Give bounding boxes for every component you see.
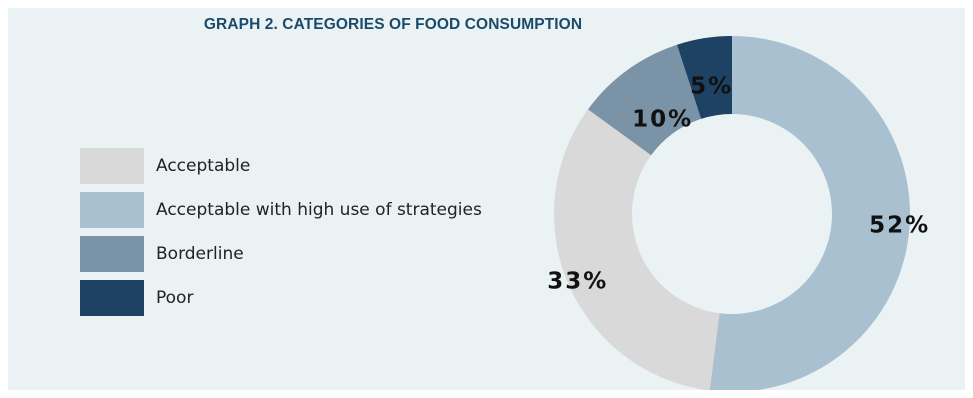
chart-legend: Acceptable Acceptable with high use of s… xyxy=(80,148,550,324)
slice-acceptable xyxy=(554,109,720,390)
legend-label-borderline: Borderline xyxy=(156,244,244,264)
chart-title: GRAPH 2. CATEGORIES OF FOOD CONSUMPTION xyxy=(203,16,583,33)
donut-chart: 52% 33% 10% 5% xyxy=(547,36,930,390)
legend-swatch-acceptable xyxy=(80,148,144,184)
legend-label-acceptable-high-strategies: Acceptable with high use of strategies xyxy=(156,200,482,220)
slice-label-acceptable: 33% xyxy=(547,269,608,295)
legend-item-borderline: Borderline xyxy=(80,236,550,272)
legend-item-acceptable: Acceptable xyxy=(80,148,550,184)
legend-swatch-borderline xyxy=(80,236,144,272)
legend-label-poor: Poor xyxy=(156,288,194,308)
legend-item-poor: Poor xyxy=(80,280,550,316)
donut-slices xyxy=(554,36,910,390)
legend-swatch-acceptable-high-strategies xyxy=(80,192,144,228)
chart-panel: GRAPH 2. CATEGORIES OF FOOD CONSUMPTION … xyxy=(8,8,965,390)
donut-labels: 52% 33% 10% 5% xyxy=(547,74,930,295)
slice-label-borderline: 10% xyxy=(632,107,693,133)
legend-swatch-poor xyxy=(80,280,144,316)
slice-acceptable-high-strategies xyxy=(709,36,910,390)
slice-borderline xyxy=(587,44,702,156)
slice-poor xyxy=(676,36,732,119)
slice-label-poor: 5% xyxy=(690,74,733,100)
slice-label-acceptable-high-strategies: 52% xyxy=(869,213,930,239)
legend-item-acceptable-high-strategies: Acceptable with high use of strategies xyxy=(80,192,550,228)
legend-label-acceptable: Acceptable xyxy=(156,156,251,176)
